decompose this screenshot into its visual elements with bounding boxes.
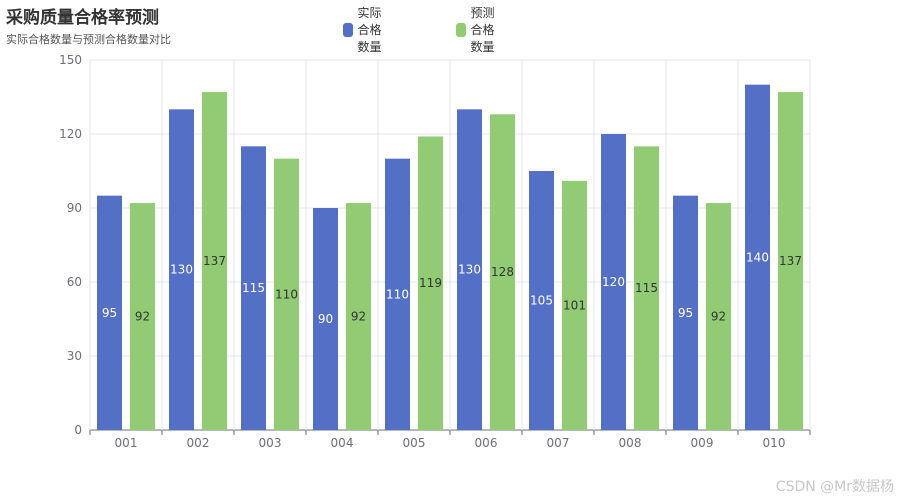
chart-title: 采购质量合格率预测 <box>6 8 159 28</box>
bar-predicted <box>778 92 803 431</box>
bar-value-label: 119 <box>419 276 442 290</box>
legend-item-actual[interactable]: 实际合格数量 <box>343 4 385 55</box>
legend-item-predicted[interactable]: 预测合格数量 <box>456 4 498 55</box>
bar-actual <box>457 109 482 430</box>
bar-actual <box>745 84 770 431</box>
x-tick-label: 009 <box>691 436 714 450</box>
bar-value-label: 95 <box>678 306 693 320</box>
legend-swatch-actual <box>343 22 353 37</box>
x-tick-label: 004 <box>331 436 354 450</box>
bar-value-label: 137 <box>779 254 802 268</box>
y-tick-label: 60 <box>67 275 82 289</box>
bar-predicted <box>346 203 371 430</box>
bar-predicted <box>274 158 299 430</box>
bar-value-label: 101 <box>563 298 586 312</box>
bar-value-label: 137 <box>203 254 226 268</box>
y-tick-label: 150 <box>59 53 82 67</box>
legend-label-predicted: 预测合格数量 <box>470 6 495 54</box>
bar-predicted <box>490 114 515 431</box>
x-tick-label: 008 <box>619 436 642 450</box>
bar-value-label: 92 <box>135 310 150 324</box>
bar-value-label: 128 <box>491 265 514 279</box>
x-tick-label: 010 <box>763 436 786 450</box>
y-tick-label: 0 <box>74 423 82 437</box>
bar-value-label: 130 <box>170 263 193 277</box>
bar-value-label: 92 <box>711 310 726 324</box>
bar-value-label: 110 <box>275 287 298 301</box>
bar-actual <box>241 146 266 431</box>
x-tick-label: 002 <box>187 436 210 450</box>
bar-actual <box>529 171 554 430</box>
bar-value-label: 92 <box>351 310 366 324</box>
y-tick-label: 120 <box>59 127 82 141</box>
y-tick-label: 90 <box>67 201 82 215</box>
bar-value-label: 130 <box>458 263 481 277</box>
bar-predicted <box>202 92 227 431</box>
bar-predicted <box>634 146 659 431</box>
bar-actual <box>601 134 626 430</box>
bar-value-label: 120 <box>602 275 625 289</box>
bar-value-label: 95 <box>102 306 117 320</box>
chart-subtitle: 实际合格数量与预测合格数量对比 <box>6 33 171 46</box>
x-tick-label: 007 <box>547 436 570 450</box>
bar-value-label: 140 <box>746 250 769 264</box>
x-tick-label: 005 <box>403 436 426 450</box>
bar-predicted <box>418 136 443 430</box>
bar-actual <box>169 109 194 430</box>
bar-value-label: 105 <box>530 294 553 308</box>
y-tick-label: 30 <box>67 349 82 363</box>
watermark: CSDN @Mr数据杨 <box>775 479 894 495</box>
bar-value-label: 90 <box>318 312 333 326</box>
bar-actual <box>673 195 698 430</box>
legend-swatch-predicted <box>456 22 466 37</box>
bar-predicted <box>130 203 155 430</box>
x-tick-label: 001 <box>115 436 138 450</box>
bar-predicted <box>706 203 731 430</box>
bar-predicted <box>562 180 587 430</box>
bar-value-label: 115 <box>635 281 658 295</box>
bar-value-label: 115 <box>242 281 265 295</box>
x-tick-label: 006 <box>475 436 498 450</box>
bar-actual <box>313 208 338 430</box>
bar-actual <box>97 195 122 430</box>
x-tick-label: 003 <box>259 436 282 450</box>
bar-actual <box>385 158 410 430</box>
bar-value-label: 110 <box>386 287 409 301</box>
legend-label-actual: 实际合格数量 <box>357 6 382 54</box>
